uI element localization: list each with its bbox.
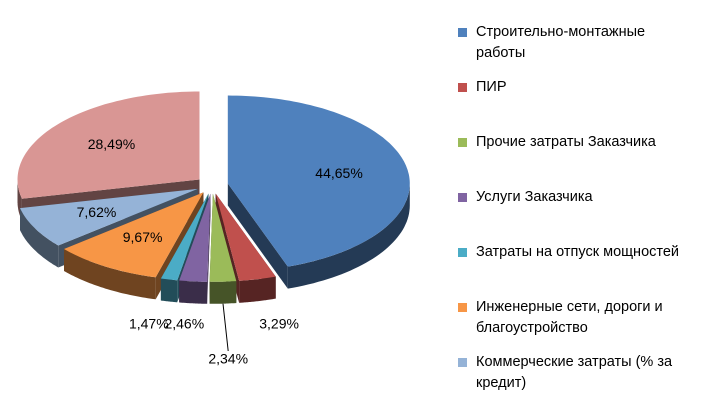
- slice-side: [179, 280, 208, 304]
- slice-top: [209, 193, 237, 282]
- legend-entry: Услуги Заказчика: [458, 187, 693, 208]
- slice-side: [209, 281, 237, 304]
- slice-top: [20, 188, 198, 246]
- slice-wall: [207, 193, 211, 304]
- slice-top: [179, 193, 211, 282]
- data-label: 44,65%: [315, 165, 362, 181]
- legend-swatch: [458, 28, 467, 37]
- slice-wall: [227, 183, 288, 289]
- legend-entry: Строительно-монтажные работы: [458, 22, 693, 64]
- legend-entry: ПИР: [458, 77, 693, 98]
- legend-entry: Затраты на отпуск мощностей: [458, 242, 693, 263]
- legend-label: Строительно-монтажные работы: [476, 24, 646, 61]
- legend-entry: Коммерческие затраты (% за кредит): [458, 352, 693, 394]
- data-label: 1,47%: [129, 316, 169, 332]
- slice-side: [20, 208, 59, 268]
- slice-side: [160, 278, 178, 303]
- slice: [179, 193, 211, 304]
- legend-entry: Инженерные сети, дороги и благоустройств…: [458, 297, 693, 339]
- slice-side: [64, 249, 156, 300]
- legend-label: Прочие затраты Заказчика: [476, 134, 656, 150]
- legend-label: Затраты на отпуск мощностей: [476, 244, 680, 260]
- slice: [64, 192, 204, 300]
- legend-swatch: [458, 248, 467, 257]
- legend-swatch: [458, 83, 467, 92]
- data-label: 28,49%: [88, 136, 135, 152]
- legend-swatch: [458, 358, 467, 367]
- data-label: 2,34%: [208, 351, 248, 367]
- legend-label: Коммерческие затраты (% за кредит): [476, 354, 673, 391]
- legend-swatch: [458, 303, 467, 312]
- slice-top: [17, 91, 200, 199]
- data-label: 7,62%: [77, 204, 117, 220]
- legend-swatch: [458, 138, 467, 147]
- legend-label: ПИР: [476, 79, 507, 95]
- legend-label: Инженерные сети, дороги и благоустройств…: [476, 299, 663, 336]
- slice: [227, 95, 410, 289]
- slice: [209, 193, 237, 304]
- slice-side: [239, 276, 276, 303]
- slice-top: [227, 95, 410, 267]
- legend-label: Услуги Заказчика: [476, 189, 593, 205]
- data-label: 2,46%: [164, 316, 204, 332]
- leader-line: [222, 303, 229, 352]
- data-label: 3,29%: [259, 316, 299, 332]
- legend-entry: Прочие затраты Заказчика: [458, 132, 693, 153]
- slice-top: [64, 192, 204, 278]
- data-label: 9,67%: [123, 229, 163, 245]
- slice-top: [160, 193, 209, 281]
- legend-swatch: [458, 193, 467, 202]
- slice-side: [287, 183, 410, 289]
- slice-top: [215, 193, 276, 281]
